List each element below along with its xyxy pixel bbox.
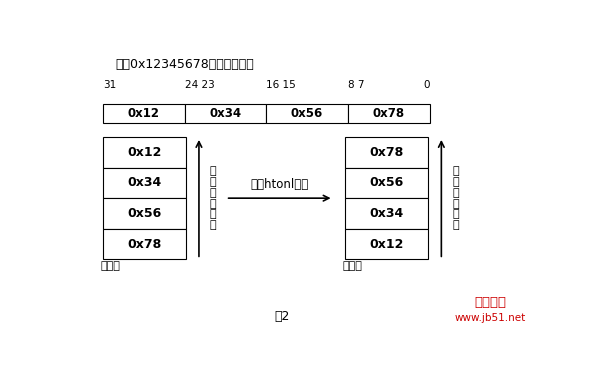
Text: 0x12: 0x12	[128, 107, 160, 120]
Bar	[348, 104, 430, 123]
Bar	[266, 104, 348, 123]
Text: 0: 0	[423, 81, 430, 90]
Text: 0x56: 0x56	[127, 207, 162, 220]
Text: 0x78: 0x78	[127, 237, 162, 251]
Text: 16 15: 16 15	[266, 81, 296, 90]
Bar	[345, 229, 428, 259]
Text: 0x78: 0x78	[370, 146, 404, 159]
Bar	[103, 104, 185, 123]
Bar	[185, 104, 266, 123]
Text: 0x12: 0x12	[127, 146, 162, 159]
Text: 0x34: 0x34	[209, 107, 241, 120]
Text: 地
址
增
大
方
向: 地 址 增 大 方 向	[210, 166, 217, 230]
Text: 0x78: 0x78	[373, 107, 405, 120]
Bar	[345, 198, 428, 229]
Text: 地
址
增
大
方
向: 地 址 增 大 方 向	[452, 166, 459, 230]
Text: 0x34: 0x34	[127, 177, 162, 189]
Text: 24 23: 24 23	[185, 81, 214, 90]
Text: 图2: 图2	[274, 310, 290, 323]
Text: 0x34: 0x34	[370, 207, 404, 220]
Bar	[103, 167, 186, 198]
Bar	[345, 167, 428, 198]
Text: 31: 31	[103, 81, 116, 90]
Text: 使用htonl转换: 使用htonl转换	[250, 178, 309, 191]
Text: 低地址: 低地址	[343, 261, 363, 271]
Text: 整形0x12345678的位表示方法: 整形0x12345678的位表示方法	[116, 59, 254, 71]
Text: 0x56: 0x56	[291, 107, 323, 120]
Text: 8 7: 8 7	[348, 81, 364, 90]
Bar	[345, 137, 428, 167]
Text: www.jb51.net: www.jb51.net	[455, 313, 526, 323]
Text: 0x56: 0x56	[370, 177, 404, 189]
Text: 低地址: 低地址	[100, 261, 120, 271]
Text: 0x12: 0x12	[370, 237, 404, 251]
Text: 脚本之家: 脚本之家	[474, 296, 506, 309]
Bar	[103, 137, 186, 167]
Bar	[103, 229, 186, 259]
Bar	[103, 198, 186, 229]
